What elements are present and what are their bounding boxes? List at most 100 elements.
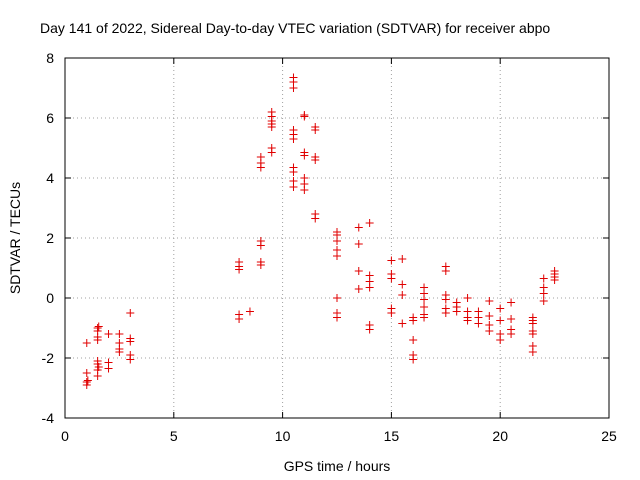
- data-point: [354, 240, 363, 248]
- data-point: [354, 267, 363, 275]
- data-point: [441, 267, 450, 275]
- data-point: [82, 339, 91, 347]
- y-tick-label: 4: [46, 170, 54, 186]
- data-point: [539, 289, 548, 298]
- data-point: [365, 219, 374, 227]
- data-point: [507, 330, 516, 338]
- data-point: [463, 294, 472, 302]
- y-tick-label: 0: [46, 290, 54, 306]
- data-point: [300, 151, 309, 160]
- x-tick-label: 15: [384, 428, 400, 444]
- chart-title: Day 141 of 2022, Sidereal Day-to-day VTE…: [40, 20, 550, 36]
- data-point: [245, 307, 254, 316]
- data-point: [420, 313, 429, 322]
- data-point: [528, 330, 537, 338]
- data-point: [289, 84, 298, 92]
- data-point: [333, 294, 341, 302]
- data-point: [333, 313, 341, 322]
- data-point: [485, 297, 494, 305]
- data-point: [354, 223, 363, 232]
- data-point: [104, 330, 113, 338]
- data-point: [409, 316, 418, 325]
- data-point: [235, 315, 244, 323]
- data-point: [485, 327, 494, 335]
- data-point: [115, 348, 124, 356]
- x-tick-labels: 0 5 10 15 20 25: [61, 428, 617, 444]
- data-point: [365, 283, 374, 292]
- data-point: [420, 295, 429, 304]
- data-point: [256, 261, 265, 269]
- y-axis-label: SDTVAR / TECUs: [7, 182, 23, 294]
- data-point: [115, 330, 124, 338]
- data-point: [365, 325, 374, 334]
- data-point: [267, 148, 276, 157]
- data-point: [311, 126, 320, 134]
- x-tick-label: 5: [170, 428, 178, 444]
- data-point: [300, 112, 309, 121]
- data-point: [387, 256, 396, 265]
- data-point: [398, 280, 407, 289]
- y-tick-label: -2: [42, 350, 55, 366]
- data-point: [93, 372, 102, 380]
- data-point: [485, 312, 494, 320]
- data-point: [474, 319, 483, 328]
- data-point: [398, 319, 407, 328]
- axis-ticks: [64, 57, 610, 419]
- data-point: [83, 376, 92, 385]
- data-point: [235, 265, 244, 274]
- data-point: [126, 309, 135, 317]
- data-point: [539, 297, 548, 305]
- data-point: [354, 285, 363, 293]
- data-point: [94, 322, 103, 331]
- data-point: [267, 108, 276, 116]
- data-point: [507, 315, 516, 323]
- data-point: [463, 316, 472, 325]
- data-point: [289, 183, 298, 191]
- x-axis-label: GPS time / hours: [284, 458, 391, 474]
- data-point: [333, 237, 341, 245]
- data-point: [256, 241, 265, 250]
- y-tick-label: 8: [46, 50, 54, 66]
- y-tick-label: -4: [42, 410, 55, 426]
- y-tick-label: 6: [46, 110, 54, 126]
- data-point: [452, 307, 461, 316]
- y-tick-label: 2: [46, 230, 54, 246]
- data-point: [550, 276, 559, 284]
- data-point: [82, 369, 91, 377]
- data-point: [333, 252, 341, 260]
- data-point: [311, 156, 320, 164]
- data-point: [441, 309, 450, 317]
- y-tick-labels: -4 -2 0 2 4 6 8: [42, 50, 55, 426]
- data-point: [420, 303, 429, 311]
- data-point: [256, 163, 265, 172]
- data-point: [289, 135, 298, 143]
- data-point: [496, 336, 505, 344]
- data-point: [94, 363, 103, 371]
- x-tick-label: 20: [492, 428, 508, 444]
- data-point: [496, 304, 505, 313]
- data-point: [311, 214, 320, 223]
- data-point: [528, 348, 537, 356]
- data-point: [398, 255, 407, 263]
- data-point: [387, 274, 396, 283]
- x-tick-label: 10: [275, 428, 291, 444]
- data-point: [82, 381, 91, 389]
- x-tick-label: 0: [61, 428, 69, 444]
- data-point: [409, 336, 418, 344]
- data-point: [441, 295, 450, 304]
- data-point: [300, 186, 309, 194]
- data-point: [126, 337, 135, 346]
- data-point: [539, 274, 548, 283]
- data-points: [82, 73, 559, 389]
- data-point: [528, 319, 537, 328]
- data-point: [104, 364, 113, 373]
- data-point: [289, 168, 298, 176]
- data-point: [398, 291, 407, 299]
- data-point: [496, 316, 505, 325]
- data-point: [126, 355, 135, 364]
- data-point: [93, 336, 102, 344]
- data-point: [387, 309, 396, 317]
- data-point: [507, 298, 516, 307]
- data-point: [409, 355, 418, 364]
